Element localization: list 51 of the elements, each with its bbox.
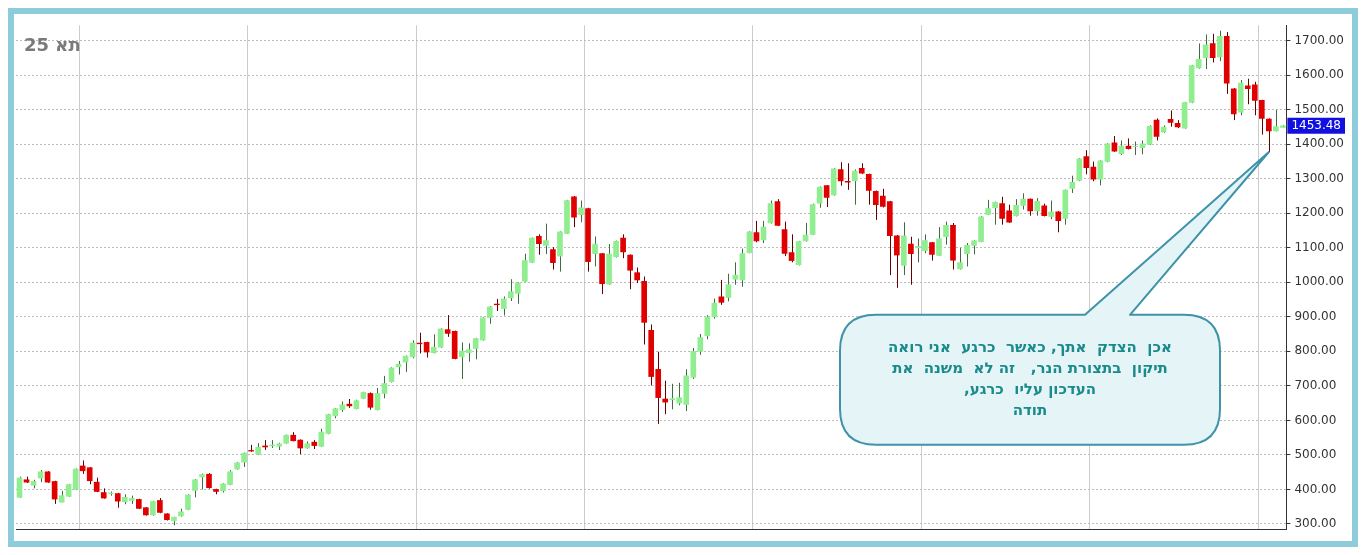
candlestick	[943, 221, 949, 246]
candlestick	[837, 161, 844, 187]
text: תא 25	[24, 33, 81, 55]
text: 1453.48	[1291, 117, 1341, 132]
candlestick	[500, 295, 507, 316]
annotation: אכן הצדק אתך, כאשר כרגע אני רואה תיקון בתצורת הנר, זה לא משנה את העדכון עליו כרגע, תודה	[887, 337, 1173, 421]
candlestick	[1266, 117, 1272, 153]
candlestick	[936, 226, 942, 257]
candlestick	[571, 195, 577, 228]
y-tick-label: 1000.00	[1294, 274, 1344, 289]
candlestick	[192, 478, 198, 498]
y-tick-label: 300.00	[1294, 516, 1337, 531]
y-tick-label: 700.00	[1294, 378, 1337, 392]
candlestick	[627, 253, 633, 290]
candlestick	[865, 173, 872, 206]
candlestick	[725, 273, 732, 302]
candlestick	[1146, 124, 1153, 146]
candlestick	[550, 246, 556, 271]
y-tick-label: 600.00	[1294, 412, 1337, 427]
y-tick-label: 1200.00	[1294, 205, 1344, 220]
y-tick-label: 900.00	[1294, 308, 1337, 323]
candlestick	[1216, 30, 1223, 62]
candlestick	[444, 314, 451, 338]
candlestick	[536, 233, 542, 256]
y-tick-label: 1100.00	[1294, 239, 1344, 254]
y-tick-label: 1500.00	[1294, 101, 1344, 116]
y-tick-label: 1700.00	[1294, 32, 1344, 47]
y-tick-label: 500.00	[1294, 447, 1337, 462]
candlestick	[823, 184, 830, 208]
candlestick	[851, 168, 858, 206]
candlestick	[381, 375, 388, 399]
y-tick-label: 800.00	[1294, 343, 1337, 358]
y-tick-label: 1600.00	[1294, 67, 1344, 82]
candlestick	[718, 279, 725, 306]
y-tick-label: 1300.00	[1294, 170, 1344, 185]
candlestick	[732, 261, 739, 286]
candlestick	[1209, 33, 1216, 63]
candlestick	[578, 200, 584, 223]
candlestick	[543, 223, 549, 255]
candlestick	[788, 233, 795, 263]
y-tick-label: 1400.00	[1294, 136, 1344, 151]
candlestick	[318, 428, 325, 448]
candlestick	[1055, 210, 1062, 233]
candlestick	[844, 162, 851, 191]
candlestick	[620, 233, 626, 259]
candlestick	[592, 235, 598, 267]
candlestick	[1083, 149, 1090, 175]
candlestick	[957, 247, 963, 271]
y-tick-label: 400.00	[1294, 481, 1337, 496]
candlestick	[908, 236, 914, 286]
candlestick	[1048, 200, 1055, 220]
